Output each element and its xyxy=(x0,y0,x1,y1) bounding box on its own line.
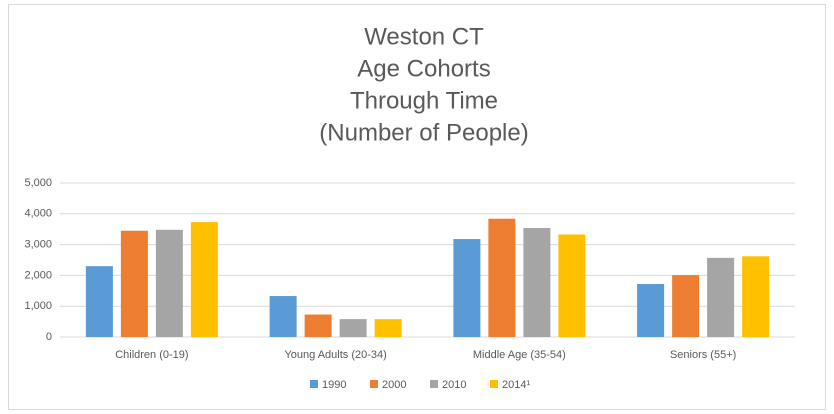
bar xyxy=(637,284,665,337)
bar xyxy=(672,275,700,337)
bar xyxy=(558,234,586,337)
bar xyxy=(120,230,148,337)
chart-title: Through Time xyxy=(350,87,498,114)
bar xyxy=(374,319,402,337)
x-tick-label: Middle Age (35-54) xyxy=(473,349,566,361)
legend-swatch xyxy=(430,380,438,388)
chart-title: Weston CT xyxy=(364,23,484,50)
y-tick-label: 0 xyxy=(46,331,52,343)
x-tick-label: Young Adults (20-34) xyxy=(284,349,386,361)
chart-border xyxy=(8,4,826,410)
bar xyxy=(339,319,367,337)
legend-label: 2010 xyxy=(442,379,466,391)
bar xyxy=(707,257,735,337)
legend-label: 2014¹ xyxy=(502,379,530,391)
bar xyxy=(488,218,516,337)
y-tick-label: 3,000 xyxy=(24,239,52,251)
bar xyxy=(453,239,481,337)
legend-label: 1990 xyxy=(322,379,346,391)
bar xyxy=(85,266,113,337)
y-tick-label: 4,000 xyxy=(24,208,52,220)
legend-swatch xyxy=(370,380,378,388)
x-tick-label: Children (0-19) xyxy=(115,349,188,361)
x-tick-label: Seniors (55+) xyxy=(670,349,736,361)
bar xyxy=(190,222,218,337)
bar xyxy=(742,256,770,337)
chart-title: Age Cohorts xyxy=(357,55,490,82)
chart-title: (Number of People) xyxy=(319,119,528,146)
bar xyxy=(155,229,183,337)
bar xyxy=(523,227,551,337)
bar xyxy=(304,314,332,337)
y-tick-label: 1,000 xyxy=(24,300,52,312)
legend-label: 2000 xyxy=(382,379,406,391)
bar xyxy=(269,296,297,337)
legend-swatch xyxy=(310,380,318,388)
y-tick-label: 5,000 xyxy=(24,177,52,189)
legend-swatch xyxy=(490,380,498,388)
y-tick-label: 2,000 xyxy=(24,269,52,281)
